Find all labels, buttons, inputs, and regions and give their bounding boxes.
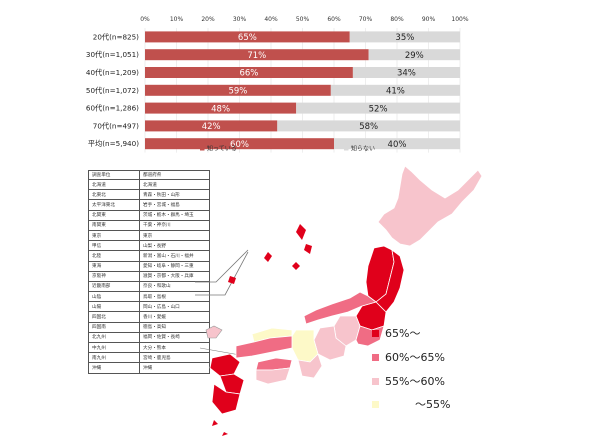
region-table: 調査単位 都道府県 北海道 北海道 北東北 青森・秋田・山形 太平洋東北 岩手・宮城・福島 北関… [88,170,210,374]
category-label: 70代(n=497) [93,121,139,130]
map-legend-item: ～55% [372,397,450,411]
x-tick-label: 0% [140,16,150,23]
bar-data-label: 58% [359,122,378,132]
bar-data-label: 60% [230,140,249,150]
x-tick-label: 100% [451,16,468,23]
map-legend-item: 65%～ [372,326,420,340]
bar-dont-know [334,138,460,150]
bar-know [145,102,297,114]
category-label: 平均(n=5,940) [88,139,139,148]
prefecture-cell: 沖縄 [139,362,210,374]
bar-data-label: 40% [388,140,407,150]
bar-know [145,84,331,96]
bar-data-label: 41% [386,87,405,97]
category-label: 60代(n=1,286) [86,104,139,113]
map-legend-label: 55%～60% [385,375,445,388]
x-tick-label: 90% [422,16,436,23]
region-kinki-south [297,353,323,379]
bar-data-label: 66% [239,69,258,79]
bar-dont-know [330,84,460,96]
map-legend-item: 60%～65% [372,350,445,364]
table-row: 沖縄 沖縄 [88,362,210,374]
map-legend-swatch [372,400,379,408]
bar-dont-know [368,49,460,61]
table-connector-line [195,249,249,283]
table-connector-line-2 [195,251,249,296]
x-tick-label: 50% [296,16,310,23]
x-tick-label: 30% [233,16,247,23]
bar-data-label: 65% [238,33,257,43]
map-legend-label: ～55% [415,398,451,411]
island-g [222,432,228,436]
region-minami-kyushu [211,383,241,415]
region-naka-kyushu [219,373,245,395]
region-hokuriku [303,291,377,325]
legend-label: 知っている [207,145,237,153]
x-tick-label: 60% [327,16,341,23]
x-tick-label: 80% [390,16,404,23]
x-tick-label: 70% [359,16,373,23]
island-f [212,420,218,426]
bar-chart: 0% 10% 20% 30% 40% 50% 60% 70% 80% 90% 100% 20代(n=… [86,16,469,153]
island-e [292,262,300,270]
bar-know [145,49,369,61]
bar-dont-know [349,31,460,43]
region-kita-kyushu [209,353,241,377]
region-okinawa [205,325,223,339]
bar-data-label: 52% [369,104,388,114]
bar-data-label: 35% [395,33,414,43]
bar-data-label: 42% [202,122,221,132]
bar-data-label: 48% [211,104,230,114]
legend-label: 知らない [351,145,375,153]
x-tick-label: 40% [264,16,278,23]
region-shikoku-south [255,367,291,385]
x-tick-label: 20% [201,16,215,23]
region-keihanshin [291,329,319,363]
map-legend-swatch [372,377,379,385]
bar-dont-know [352,67,460,78]
bar-data-label: 71% [247,51,266,61]
bar-data-label: 59% [228,87,247,97]
bar-know [145,31,350,43]
map-legend-label: 60%～65% [385,351,445,364]
category-label: 50代(n=1,072) [86,86,139,95]
bar-know [145,138,334,150]
category-label: 30代(n=1,051) [86,50,139,59]
chart-legend: 知っている 知らない [200,145,375,153]
bar-data-label: 29% [405,51,424,61]
island-a [296,224,306,240]
region-hokkaido [377,165,483,247]
map-legend-label: 65%～ [385,327,421,340]
island-b [304,244,312,254]
x-tick-label: 10% [170,16,184,23]
bar-know [145,120,278,132]
region-sanyo [235,335,293,359]
legend-swatch [344,146,349,151]
bar-data-label: 34% [397,69,416,79]
bar-know [145,67,353,78]
map-inset-line [199,347,241,356]
legend-swatch [200,146,205,151]
x-axis-tick-labels: 0% 10% 20% 30% 40% 50% 60% 70% 80% 90% 100% [140,16,469,23]
map-legend-swatch [372,329,379,337]
map-legend-swatch [372,353,379,361]
category-label: 20代(n=825) [93,32,139,41]
bar-dont-know [296,102,460,114]
bar-dont-know [277,120,460,132]
island-d [228,276,236,284]
category-label: 40代(n=1,209) [86,68,139,77]
bars: 65% 35% 71% 29% 66% 34% 59% 41% 48% 52% 42% 58% 60% 4… [145,31,460,150]
category-labels: 20代(n=825) 30代(n=1,051) 40代(n=1,209) 50代(n=… [86,32,139,148]
map-legend-item: 55%～60% [372,374,445,388]
island-c [264,252,272,262]
